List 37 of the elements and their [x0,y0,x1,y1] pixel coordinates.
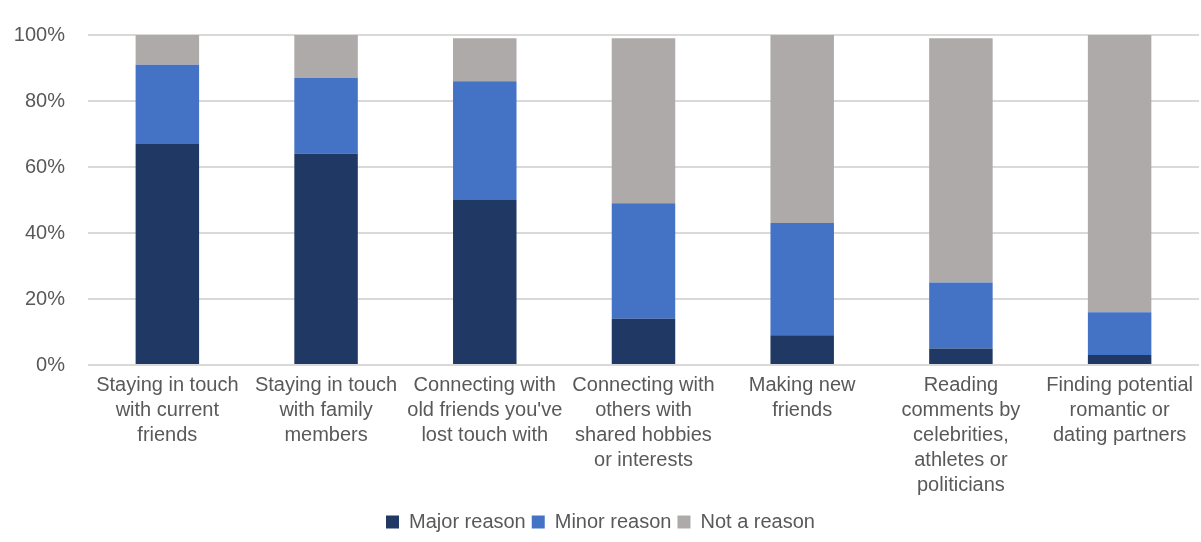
x-tick-label: Connecting with old friends you've lost touch with [407,373,563,446]
bar [294,35,358,78]
bar [294,77,358,154]
x-tick-label: Staying in touch with current friends [96,373,239,446]
bar [929,38,993,283]
y-tick-label: 20% [24,286,66,309]
bar [611,318,676,364]
legend-label: Major reason [409,509,526,532]
bar [929,348,993,364]
bar [135,64,200,144]
x-tick-label: Making new friends [748,373,857,421]
bar [611,203,676,319]
bar [135,143,200,364]
bar [929,282,993,349]
y-tick-label: 100% [13,22,66,45]
bar [135,35,200,65]
legend-label: Minor reason [554,509,672,532]
bar [294,153,358,364]
bar [770,223,834,336]
bar [1087,312,1152,356]
bar [453,200,517,364]
y-tick-label: 60% [24,154,66,177]
x-tick-label: Connecting with others with shared hobbies or interests [572,373,715,471]
bar [453,81,517,200]
bar [1087,355,1152,364]
x-tick-label: Staying in touch with family members [254,373,398,446]
bar [770,335,834,364]
x-tick-label: Finding potential romantic or dating partners [1046,373,1194,446]
bar [611,38,676,204]
y-tick-label: 80% [24,88,66,111]
bar [453,38,517,82]
legend-label: Not a reason [700,509,815,532]
bar [1087,35,1152,313]
y-tick-label: 40% [24,220,66,243]
bar [770,35,834,224]
y-tick-label: 0% [36,352,66,375]
x-tick-label: Reading comments by celebrities, athletes or politicians [901,373,1021,496]
